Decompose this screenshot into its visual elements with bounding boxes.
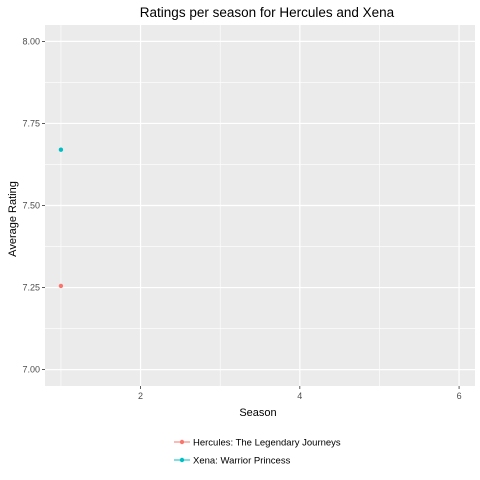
legend-key-point bbox=[179, 457, 185, 463]
y-tick-label: 8.00 bbox=[22, 36, 40, 46]
x-tick-label: 4 bbox=[297, 391, 302, 401]
legend: Hercules: The Legendary Journeys Xena: Wa… bbox=[174, 438, 341, 467]
x-tick-label: 6 bbox=[457, 391, 462, 401]
legend-label: Xena: Warrior Princess bbox=[193, 456, 291, 467]
y-tick-label: 7.25 bbox=[22, 283, 40, 293]
y-tick-label: 7.50 bbox=[22, 201, 40, 211]
legend-label: Hercules: The Legendary Journeys bbox=[193, 438, 341, 449]
x-axis-title: Season bbox=[239, 407, 276, 419]
grid-major bbox=[45, 25, 475, 386]
data-points bbox=[58, 147, 64, 289]
data-point bbox=[58, 283, 64, 289]
y-axis-ticks: 7.00 7.25 7.50 7.75 8.00 bbox=[22, 36, 45, 375]
x-tick-label: 2 bbox=[138, 391, 143, 401]
y-tick-label: 7.00 bbox=[22, 365, 40, 375]
data-point bbox=[58, 147, 64, 152]
chart-title: Ratings per season for Hercules and Xena bbox=[140, 5, 395, 20]
y-tick-label: 7.75 bbox=[22, 118, 40, 128]
y-axis-title: Average Rating bbox=[7, 181, 19, 257]
x-axis-ticks: 2 4 6 bbox=[138, 386, 462, 401]
legend-key-point bbox=[179, 439, 185, 445]
